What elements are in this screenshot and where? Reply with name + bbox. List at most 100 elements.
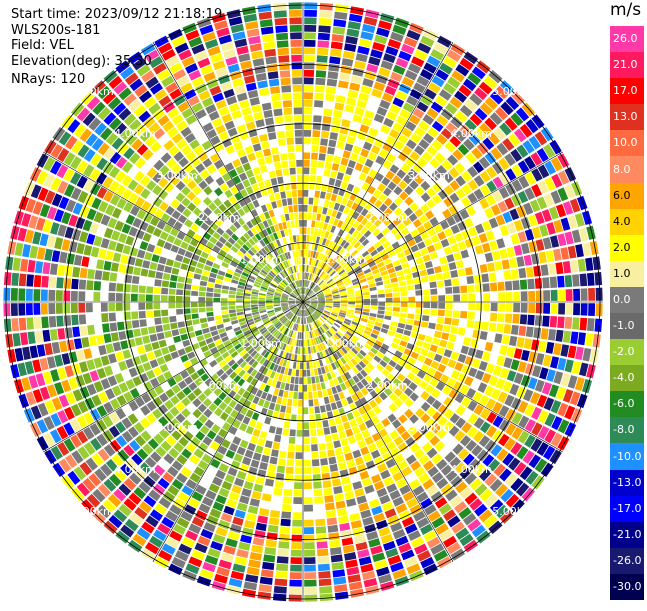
velocity-gate [349, 14, 363, 23]
velocity-gate [213, 298, 220, 302]
velocity-gate [485, 342, 493, 352]
velocity-gate [289, 595, 302, 602]
velocity-gate [221, 310, 228, 314]
velocity-gate [209, 360, 217, 368]
velocity-gate [451, 351, 460, 360]
velocity-gate [543, 237, 552, 249]
velocity-gate [244, 75, 255, 84]
velocity-gate [358, 502, 369, 511]
velocity-gate [342, 58, 354, 67]
velocity-gate [243, 302, 250, 305]
velocity-gate [250, 436, 258, 444]
velocity-gate [256, 73, 267, 81]
colorbar-tick-label: -13.0 [613, 476, 641, 489]
velocity-gate [237, 93, 248, 102]
velocity-gate [120, 340, 128, 349]
velocity-gate [303, 235, 306, 242]
velocity-gate [506, 347, 515, 358]
velocity-gate [79, 314, 86, 324]
velocity-gate [358, 440, 367, 449]
velocity-gate [241, 488, 251, 497]
velocity-gate [543, 303, 550, 314]
velocity-gate [290, 40, 301, 47]
velocity-gate [291, 542, 302, 549]
velocity-gate [116, 283, 123, 292]
velocity-gate [299, 265, 301, 272]
velocity-gate [265, 440, 273, 448]
velocity-gate [513, 303, 520, 313]
velocity-gate [304, 85, 314, 92]
velocity-gate [18, 288, 25, 300]
velocity-gate [268, 525, 279, 533]
velocity-gate [354, 488, 364, 497]
velocity-gate [453, 311, 460, 318]
velocity-gate [258, 298, 265, 300]
velocity-gate [108, 293, 115, 302]
velocity-gate [296, 370, 300, 377]
velocity-gate [451, 244, 460, 253]
velocity-gate [386, 298, 393, 302]
velocity-gate [320, 3, 333, 11]
velocity-gate [558, 303, 565, 314]
velocity-gate [208, 277, 215, 283]
velocity-gate [294, 482, 302, 489]
velocity-gate [299, 227, 302, 234]
velocity-gate [242, 416, 250, 425]
velocity-gate [246, 121, 256, 130]
velocity-gate [109, 283, 116, 292]
velocity-gate [287, 198, 292, 205]
velocity-gate [341, 415, 348, 423]
velocity-gate [323, 116, 332, 124]
velocity-gate [325, 503, 335, 511]
velocity-gate [265, 479, 274, 487]
velocity-gate [206, 292, 213, 297]
velocity-gate [461, 250, 470, 259]
velocity-gate [296, 235, 299, 242]
range-ring-label: 1.00km [240, 337, 282, 350]
velocity-gate [338, 515, 349, 523]
velocity-gate [182, 340, 190, 347]
velocity-gate [520, 314, 527, 324]
velocity-gate [303, 392, 307, 399]
velocity-gate [180, 263, 188, 270]
velocity-gate [393, 302, 400, 306]
velocity-gate [376, 281, 383, 286]
velocity-gate [347, 136, 356, 145]
velocity-gate [328, 457, 336, 465]
velocity-gate [481, 274, 489, 283]
velocity-gate [87, 269, 95, 279]
colorbar-tick-label: 1.0 [613, 267, 631, 280]
velocity-gate [527, 315, 534, 325]
velocity-gate [178, 321, 186, 328]
range-ring-label: 1.00km [324, 337, 366, 350]
velocity-gate [346, 567, 359, 576]
velocity-gate [72, 327, 80, 338]
velocity-gate [330, 132, 338, 140]
velocity-gate [352, 481, 362, 490]
velocity-gate [461, 294, 468, 301]
velocity-gate [89, 336, 97, 346]
velocity-gate [215, 320, 222, 325]
velocity-gate [304, 572, 316, 579]
velocity-gate [229, 313, 236, 317]
velocity-gate [389, 326, 397, 332]
velocity-gate [78, 291, 85, 301]
velocity-gate [209, 272, 217, 278]
velocity-gate [356, 416, 364, 425]
velocity-gate [182, 257, 190, 264]
velocity-gate [13, 333, 21, 346]
velocity-gate [345, 429, 353, 437]
velocity-gate [71, 303, 78, 313]
velocity-gate [237, 288, 244, 292]
velocity-gate [399, 281, 406, 287]
velocity-gate [349, 419, 357, 427]
velocity-gate [448, 334, 456, 342]
velocity-gate [378, 290, 385, 294]
velocity-gate [57, 328, 65, 339]
velocity-gate [282, 504, 292, 511]
velocity-gate [341, 158, 349, 166]
velocity-gate [429, 282, 436, 289]
velocity-gate [290, 175, 296, 182]
velocity-gate [339, 165, 347, 173]
velocity-gate [229, 291, 236, 295]
